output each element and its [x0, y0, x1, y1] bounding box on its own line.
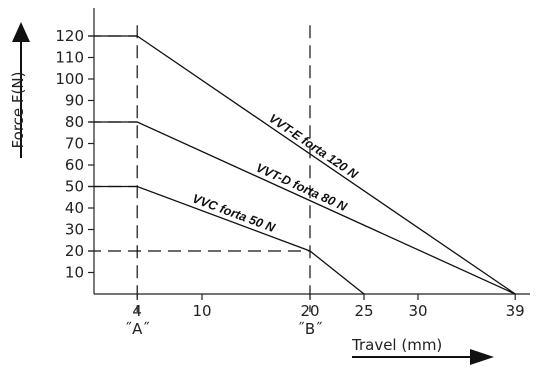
x-tick-label-30: 30: [408, 302, 427, 320]
x-tick-label-4: 4: [132, 302, 142, 320]
y-axis-title: Force F(N): [9, 72, 27, 149]
y-tick-label-30: 30: [65, 221, 84, 239]
axes: [93, 8, 530, 295]
tick-marks: 10 20 30 40 50 60 70 80 90 100 110 120 4 10 20 25 30 39: [55, 27, 524, 320]
x-tick-label-20: 20: [300, 302, 319, 320]
y-tick-label-110: 110: [55, 49, 84, 67]
annotation-label-0: ˝A˝: [125, 320, 150, 338]
series-label-2: VVC forta 50 N: [191, 191, 278, 235]
series-line-1: [94, 121, 516, 295]
y-axis-title-group: Force F(N): [9, 22, 30, 158]
series-line-0: [94, 35, 516, 295]
x-tick-label-39: 39: [506, 302, 525, 320]
y-tick-label-120: 120: [55, 27, 84, 45]
x-axis-arrow-icon: [470, 349, 494, 365]
series-group: [94, 35, 516, 295]
y-tick-label-90: 90: [65, 92, 84, 110]
annotations: ˝A˝ ˝B˝: [125, 320, 323, 338]
y-tick-label-100: 100: [55, 70, 84, 88]
y-tick-label-80: 80: [65, 113, 84, 131]
y-axis-arrow-icon: [12, 22, 30, 42]
x-tick-label-25: 25: [354, 302, 373, 320]
y-tick-label-50: 50: [65, 178, 84, 196]
x-axis-title: Travel (mm): [351, 336, 442, 354]
y-tick-label-60: 60: [65, 156, 84, 174]
x-axis-title-group: Travel (mm): [351, 336, 494, 365]
y-tick-label-70: 70: [65, 135, 84, 153]
annotation-label-1: ˝B˝: [297, 320, 322, 338]
series-line-2: [94, 185, 365, 295]
x-tick-label-10: 10: [192, 302, 211, 320]
y-tick-label-10: 10: [65, 264, 84, 282]
y-tick-label-40: 40: [65, 199, 84, 217]
y-tick-label-20: 20: [65, 242, 84, 260]
